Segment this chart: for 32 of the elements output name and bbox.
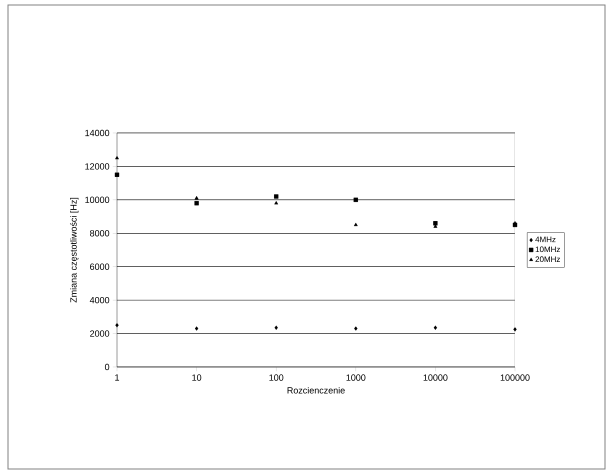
point bbox=[274, 194, 278, 199]
point bbox=[434, 326, 438, 330]
point bbox=[194, 200, 199, 206]
x-tick-label: 1000 bbox=[346, 374, 366, 381]
point bbox=[115, 323, 119, 328]
y-tick-label: 14000 bbox=[85, 130, 110, 136]
y-tick-label: 4000 bbox=[90, 296, 110, 304]
point bbox=[513, 327, 517, 332]
x-tick-label: 10 bbox=[192, 374, 202, 381]
point bbox=[194, 326, 198, 331]
x-axis-title: Rozcienczenie bbox=[288, 386, 345, 394]
point bbox=[114, 172, 120, 177]
y-tick-label: 12000 bbox=[85, 163, 110, 170]
point bbox=[433, 221, 438, 226]
point bbox=[194, 196, 199, 200]
point bbox=[354, 222, 358, 226]
point bbox=[354, 198, 358, 202]
y-axis-title: Zmiana częstotliwości [Hz] bbox=[70, 198, 78, 303]
x-tick-label: 100 bbox=[269, 374, 284, 381]
x-tick-label: 1 bbox=[115, 374, 120, 381]
y-tick-label: 8000 bbox=[90, 230, 110, 236]
point bbox=[274, 200, 278, 204]
y-tick-label: 6000 bbox=[90, 264, 110, 270]
x-tick-label: 10000 bbox=[424, 374, 448, 381]
point bbox=[274, 326, 278, 330]
point bbox=[115, 156, 119, 160]
x-tick-label: 100000 bbox=[500, 374, 530, 381]
y-tick-label: 10000 bbox=[85, 196, 110, 204]
y-tick-label: 2000 bbox=[90, 330, 110, 337]
point bbox=[512, 222, 518, 228]
point bbox=[354, 326, 358, 331]
y-tick-label: 0 bbox=[104, 364, 110, 370]
